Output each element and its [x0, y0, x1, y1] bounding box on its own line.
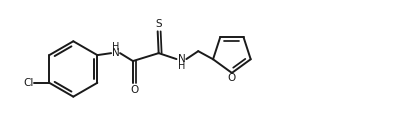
Text: N: N	[112, 48, 120, 58]
Text: S: S	[156, 19, 162, 29]
Text: N: N	[178, 54, 185, 64]
Text: H: H	[112, 42, 120, 52]
Text: O: O	[228, 73, 236, 83]
Text: O: O	[130, 85, 139, 95]
Text: H: H	[178, 61, 185, 71]
Text: Cl: Cl	[23, 78, 34, 88]
